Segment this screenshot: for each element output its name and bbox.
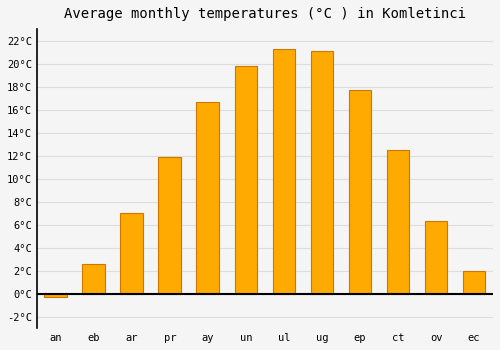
Bar <box>310 51 334 294</box>
Bar <box>120 213 144 294</box>
Bar <box>234 66 258 294</box>
Title: Average monthly temperatures (°C ) in Komletinci: Average monthly temperatures (°C ) in Ko… <box>64 7 466 21</box>
Bar <box>82 264 105 294</box>
Bar <box>348 90 372 294</box>
Bar <box>196 102 220 294</box>
Bar <box>386 150 409 294</box>
Bar <box>462 271 485 294</box>
Bar <box>158 157 182 294</box>
Bar <box>44 294 67 297</box>
Bar <box>424 221 448 294</box>
Bar <box>272 49 295 294</box>
